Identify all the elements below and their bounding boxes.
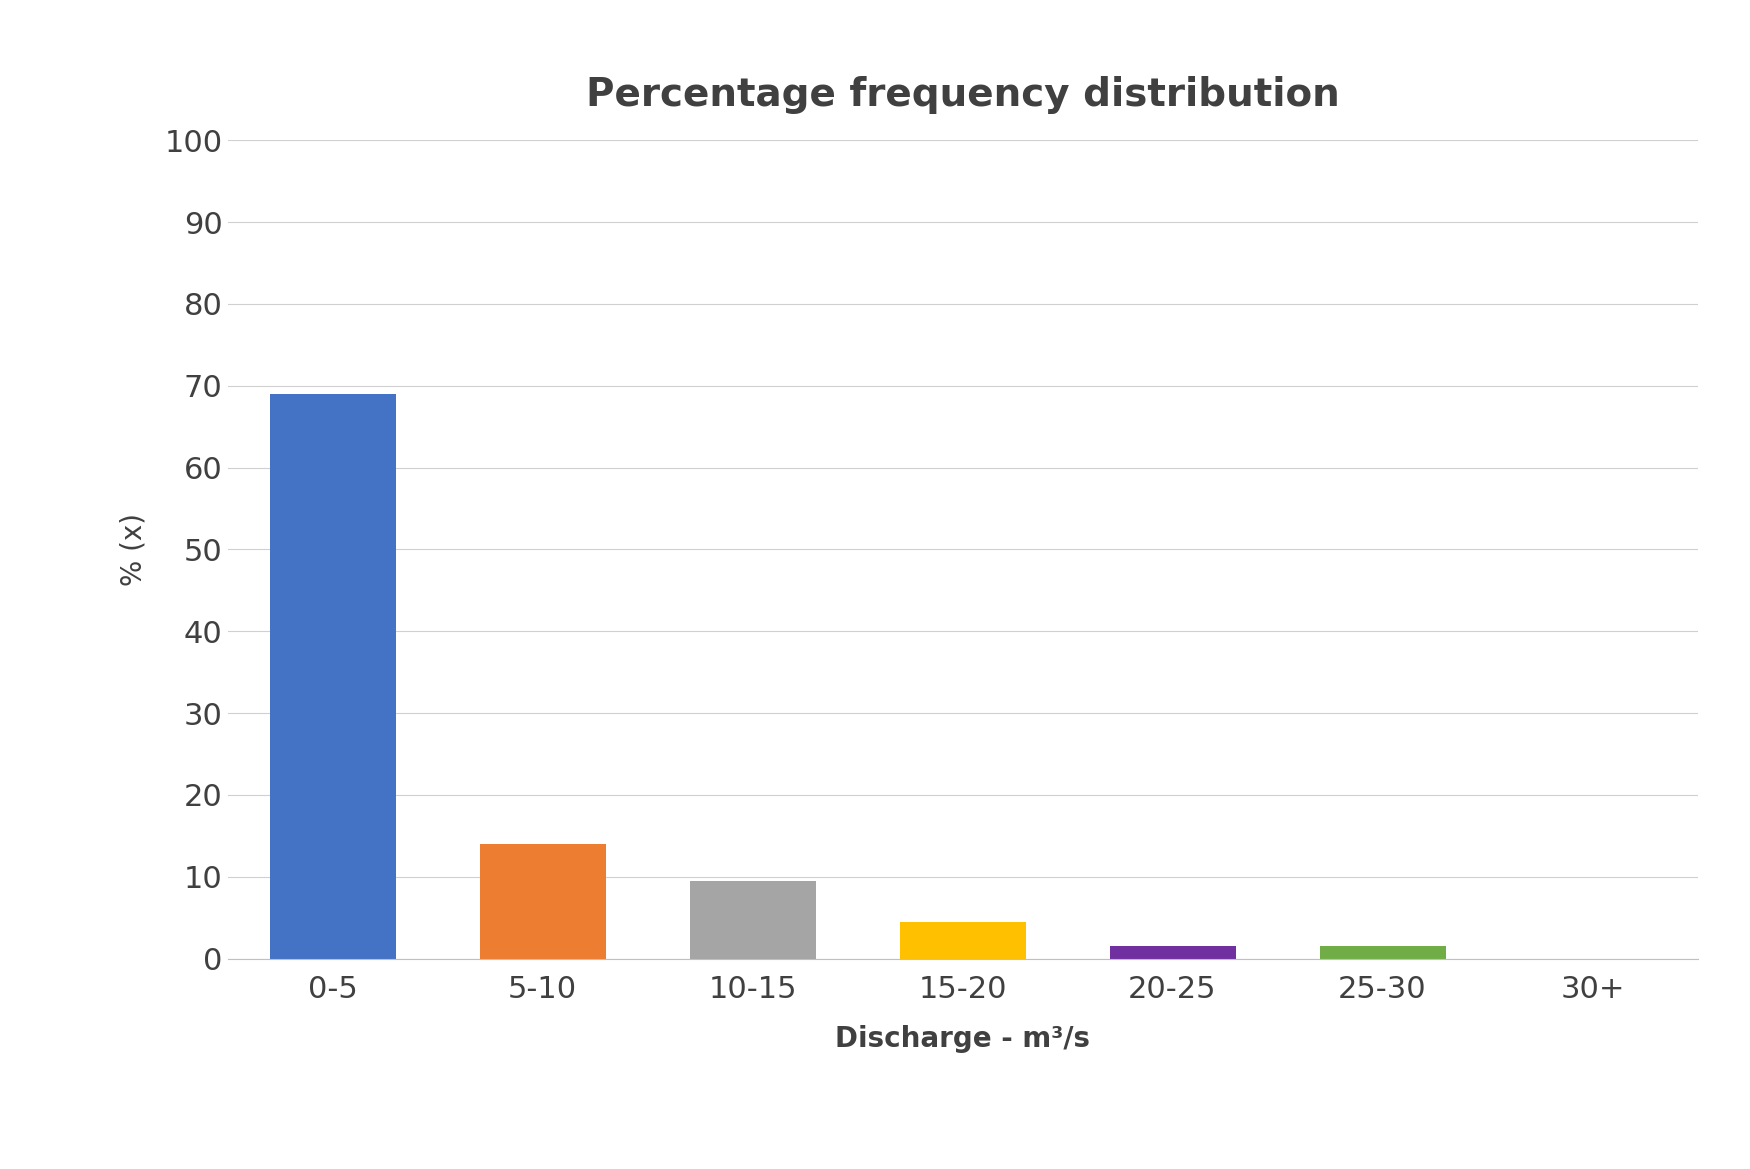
Title: Percentage frequency distribution: Percentage frequency distribution <box>586 76 1339 113</box>
Bar <box>480 844 606 959</box>
Y-axis label: % (x): % (x) <box>119 513 147 586</box>
Bar <box>270 394 396 959</box>
X-axis label: Discharge - m³/s: Discharge - m³/s <box>835 1025 1090 1053</box>
Bar <box>690 881 816 959</box>
Bar <box>1110 947 1236 959</box>
Bar <box>900 921 1026 959</box>
Bar <box>1320 947 1446 959</box>
